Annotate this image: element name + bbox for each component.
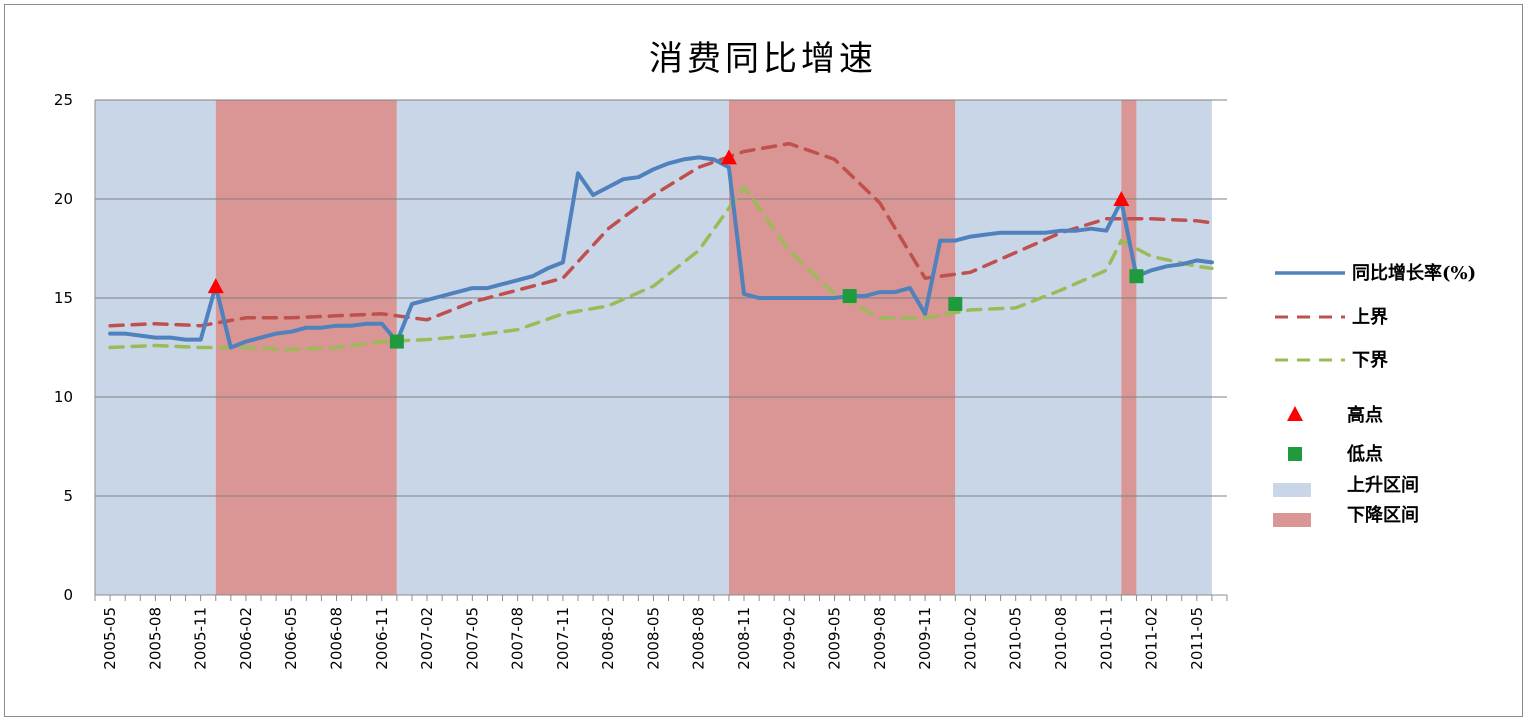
x-tick-label: 2005-05 <box>101 607 119 670</box>
x-tick-label: 2011-05 <box>1188 607 1206 670</box>
series-line-bound-b <box>108 185 1214 352</box>
legend-swatch-band <box>1273 513 1311 527</box>
x-tick-label: 2008-11 <box>735 607 753 670</box>
series-line-bound-a <box>108 141 1214 328</box>
x-tick-label: 2009-02 <box>780 607 798 670</box>
low-point-marker <box>948 296 963 311</box>
high-point-marker <box>207 278 224 294</box>
consumption-growth-chart: 消费同比增速 0 5 10 15 20 25 2005-05 2005-08 2005-11 20… <box>54 39 1476 670</box>
legend-label: 下界 <box>1352 350 1388 371</box>
low-point-marker <box>1129 269 1144 284</box>
x-tick-label: 2007-11 <box>554 607 572 670</box>
x-tick-label: 2006-02 <box>237 607 255 670</box>
y-tick-label: 25 <box>54 91 73 109</box>
y-tick-label: 20 <box>54 190 73 208</box>
x-tick-label: 2007-05 <box>463 607 481 670</box>
series-line-growth <box>108 155 1214 350</box>
x-tick-label: 2009-05 <box>826 607 844 670</box>
x-tick-label: 2010-11 <box>1097 607 1115 670</box>
legend-label: 下降区间 <box>1347 504 1419 526</box>
legend-label: 同比增长率(%) <box>1352 262 1476 284</box>
band-3 <box>728 100 956 595</box>
y-tick-label: 5 <box>63 487 73 505</box>
x-tick-label: 2007-08 <box>509 607 527 670</box>
legend-label: 低点 <box>1346 443 1383 465</box>
x-tick-label: 2006-08 <box>327 607 345 670</box>
chart-title: 消费同比增速 <box>649 39 877 79</box>
x-tick-label: 2005-11 <box>192 607 210 670</box>
x-tick-label: 2006-11 <box>373 607 391 670</box>
legend-label: 高点 <box>1347 404 1383 426</box>
legend-swatch-high <box>1287 406 1303 421</box>
x-tick-label: 2010-02 <box>961 607 979 670</box>
legend-swatch-low <box>1288 447 1302 461</box>
x-tick-label: 2006-05 <box>282 607 300 670</box>
x-tick-label: 2008-02 <box>599 607 617 670</box>
y-tick-label: 0 <box>63 586 73 604</box>
y-tick-label: 15 <box>54 289 73 307</box>
low-point-marker <box>389 334 404 349</box>
high-point-marker <box>720 149 737 165</box>
band-4 <box>955 100 1122 595</box>
x-tick-label: 2009-11 <box>916 607 934 670</box>
x-tick-label: 2010-08 <box>1052 607 1070 670</box>
x-tick-label: 2009-08 <box>871 607 889 670</box>
x-tick-label: 2005-08 <box>146 607 164 670</box>
band-5 <box>1121 100 1137 595</box>
x-tick-label: 2011-02 <box>1143 607 1161 670</box>
low-point-marker <box>842 289 857 304</box>
legend-label: 上升区间 <box>1347 475 1419 496</box>
chart-frame: 消费同比增速 0 5 10 15 20 25 2005-05 2005-08 2005-11 20… <box>4 4 1523 717</box>
high-point-marker <box>1113 191 1130 206</box>
band-6 <box>1136 100 1212 595</box>
band-2 <box>396 100 729 595</box>
x-tick-label: 2007-02 <box>418 607 436 670</box>
x-tick-label: 2008-08 <box>690 607 708 670</box>
x-tick-label: 2008-05 <box>644 607 662 670</box>
legend-swatch-band <box>1273 483 1311 497</box>
legend-label: 上界 <box>1352 307 1388 328</box>
x-tick-label: 2010-05 <box>1007 607 1025 670</box>
y-tick-label: 10 <box>54 388 73 406</box>
